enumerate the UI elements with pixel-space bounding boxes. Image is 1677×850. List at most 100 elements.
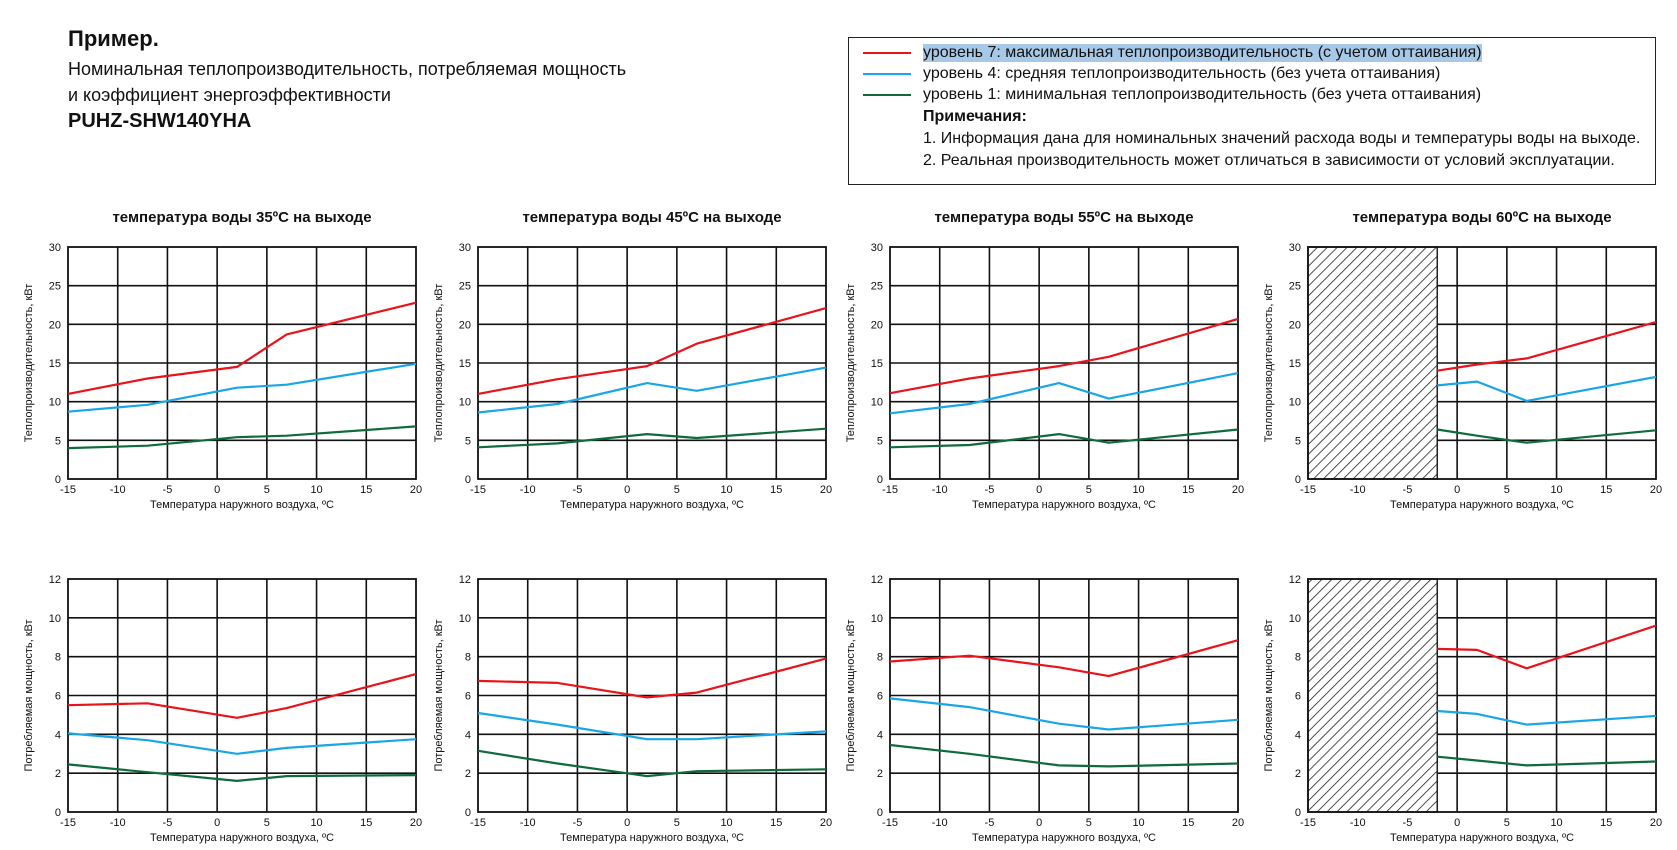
series-line-2 bbox=[477, 711, 827, 741]
y-tick-label: 25 bbox=[871, 281, 883, 293]
legend-swatch-level-7 bbox=[863, 52, 911, 54]
y-axis-label: Потребляемая мощность, кВт bbox=[433, 619, 445, 771]
series-line-1 bbox=[67, 301, 417, 395]
x-tick-label: 0 bbox=[624, 817, 630, 829]
series-line-3 bbox=[477, 749, 827, 778]
notes-title: Примечания: bbox=[923, 108, 1027, 125]
x-tick-label: -5 bbox=[163, 817, 173, 829]
series-line-3 bbox=[67, 425, 417, 450]
chart-4: 0 5 10 15 20 25 30 -15 -10 -5 0 5 10 15 20 Температура … bbox=[1263, 209, 1662, 511]
x-tick-label: -10 bbox=[932, 817, 948, 829]
y-tick-label: 8 bbox=[55, 652, 61, 664]
x-axis-label: Температура наружного воздуха, ºС bbox=[972, 832, 1156, 844]
x-tick-label: 15 bbox=[1182, 484, 1194, 496]
x-tick-label: 20 bbox=[820, 817, 832, 829]
y-tick-label: 2 bbox=[55, 768, 61, 780]
y-tick-label: 20 bbox=[871, 319, 883, 331]
x-tick-label: 0 bbox=[1454, 484, 1460, 496]
plot-frame bbox=[477, 578, 827, 813]
x-tick-label: 0 bbox=[624, 484, 630, 496]
series-line-1 bbox=[1437, 624, 1657, 670]
y-tick-label: 0 bbox=[877, 807, 883, 819]
y-tick-label: 15 bbox=[49, 358, 61, 370]
x-tick-label: -5 bbox=[985, 484, 995, 496]
x-tick-label: 10 bbox=[1132, 817, 1144, 829]
y-tick-label: 20 bbox=[1289, 319, 1301, 331]
legend-label-level-4: уровень 4: средняя теплопроизводительнос… bbox=[923, 65, 1441, 82]
x-tick-label: -15 bbox=[1300, 484, 1316, 496]
y-axis-label: Теплопроизводительность, кВт bbox=[433, 284, 445, 443]
y-tick-label: 0 bbox=[55, 807, 61, 819]
x-tick-label: 10 bbox=[310, 484, 322, 496]
y-tick-label: 6 bbox=[1295, 691, 1301, 703]
plot-frame bbox=[1307, 578, 1657, 813]
x-axis-label: Температура наружного воздуха, ºС bbox=[150, 499, 334, 511]
legend-swatch-level-1 bbox=[863, 94, 911, 96]
y-tick-label: 6 bbox=[877, 691, 883, 703]
series-line-1 bbox=[1437, 320, 1657, 372]
y-tick-label: 0 bbox=[55, 474, 61, 486]
x-tick-label: 20 bbox=[1232, 817, 1244, 829]
chart-6: 0 2 4 6 8 10 12 -15 -10 -5 0 5 10 15 20 Температура нар… bbox=[433, 574, 832, 844]
x-tick-label: 5 bbox=[264, 817, 270, 829]
x-tick-label: -5 bbox=[573, 817, 583, 829]
y-tick-label: 5 bbox=[1295, 435, 1301, 447]
series-line-1 bbox=[889, 317, 1239, 395]
series-line-3 bbox=[1437, 428, 1657, 444]
note-2: 2. Реальная производительность может отл… bbox=[923, 152, 1615, 169]
x-tick-label: 15 bbox=[1182, 817, 1194, 829]
x-tick-label: 0 bbox=[214, 817, 220, 829]
y-tick-label: 20 bbox=[459, 319, 471, 331]
y-tick-label: 12 bbox=[1289, 574, 1301, 586]
legend-item-level-7: уровень 7: максимальная теплопроизводите… bbox=[863, 43, 1482, 63]
y-tick-label: 5 bbox=[55, 435, 61, 447]
x-tick-label: -5 bbox=[985, 817, 995, 829]
page-title: Пример. bbox=[68, 26, 159, 51]
x-tick-label: 0 bbox=[214, 484, 220, 496]
x-axis-label: Температура наружного воздуха, ºС bbox=[560, 499, 744, 511]
series-line-1 bbox=[889, 639, 1239, 678]
y-tick-label: 30 bbox=[871, 242, 883, 254]
x-tick-label: 10 bbox=[310, 817, 322, 829]
x-tick-label: 15 bbox=[770, 484, 782, 496]
y-tick-label: 6 bbox=[465, 691, 471, 703]
x-tick-label: 15 bbox=[1600, 484, 1612, 496]
series-line-1 bbox=[67, 673, 417, 719]
hatched-region bbox=[1307, 578, 1439, 813]
y-tick-label: 10 bbox=[49, 397, 61, 409]
x-tick-label: 20 bbox=[410, 817, 422, 829]
x-tick-label: 10 bbox=[720, 817, 732, 829]
y-tick-label: 30 bbox=[1289, 242, 1301, 254]
y-tick-label: 20 bbox=[49, 319, 61, 331]
x-tick-label: 0 bbox=[1036, 817, 1042, 829]
series-line-3 bbox=[67, 763, 417, 783]
chart-7: 0 2 4 6 8 10 12 -15 -10 -5 0 5 10 15 20 Температура нар… bbox=[845, 574, 1244, 844]
x-tick-label: 20 bbox=[1232, 484, 1244, 496]
x-tick-label: 20 bbox=[1650, 484, 1662, 496]
legend-item-level-4: уровень 4: средняя теплопроизводительнос… bbox=[863, 64, 1440, 84]
y-axis-label: Теплопроизводительность, кВт bbox=[1263, 284, 1275, 443]
series-line-3 bbox=[889, 428, 1239, 449]
x-axis-label: Температура наружного воздуха, ºС bbox=[150, 832, 334, 844]
y-tick-label: 4 bbox=[1295, 729, 1301, 741]
chart-2: 0 5 10 15 20 25 30 -15 -10 -5 0 5 10 15 20 Температура … bbox=[433, 209, 832, 511]
page-subtitle-line-1: Номинальная теплопроизводительность, пот… bbox=[68, 59, 627, 79]
x-tick-label: 0 bbox=[1036, 484, 1042, 496]
y-tick-label: 4 bbox=[877, 729, 883, 741]
x-tick-label: -15 bbox=[470, 817, 486, 829]
y-tick-label: 0 bbox=[465, 807, 471, 819]
note-1: 1. Информация дана для номинальных значе… bbox=[923, 130, 1641, 147]
x-tick-label: 10 bbox=[1132, 484, 1144, 496]
y-tick-label: 5 bbox=[465, 435, 471, 447]
chart-1: 0 5 10 15 20 25 30 -15 -10 -5 0 5 10 15 20 Температура … bbox=[23, 209, 422, 511]
x-tick-label: -10 bbox=[520, 817, 536, 829]
y-axis-label: Потребляемая мощность, кВт bbox=[23, 619, 35, 771]
y-axis-label: Теплопроизводительность, кВт bbox=[845, 284, 857, 443]
x-tick-label: -5 bbox=[1403, 484, 1413, 496]
x-tick-label: -10 bbox=[932, 484, 948, 496]
series-line-1 bbox=[477, 307, 827, 395]
x-tick-label: -10 bbox=[1350, 484, 1366, 496]
plot-frame bbox=[889, 246, 1239, 480]
y-tick-label: 30 bbox=[459, 242, 471, 254]
